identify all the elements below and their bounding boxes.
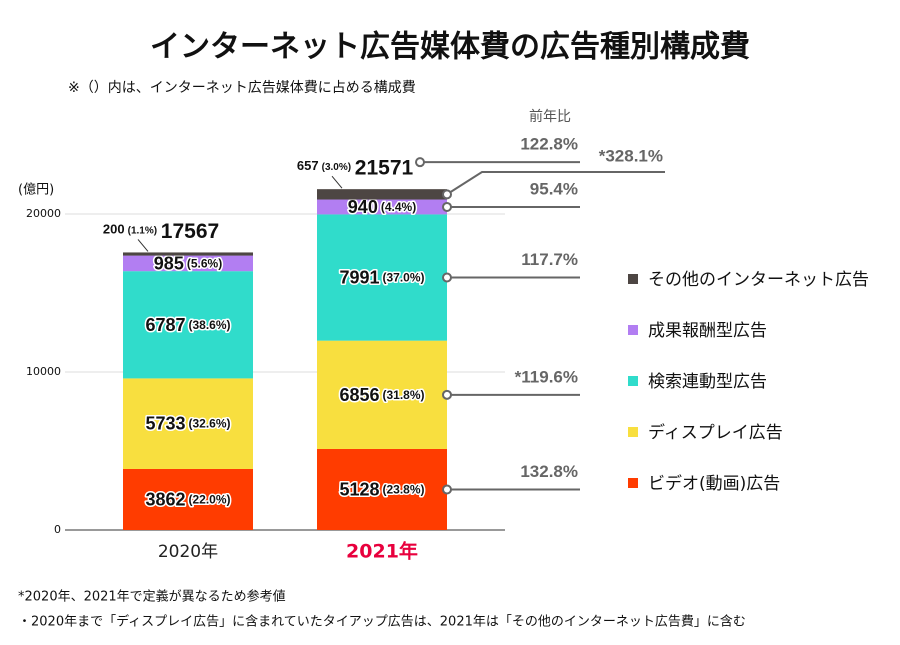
yoy-label: *119.6% bbox=[515, 367, 578, 386]
value-label: 3862 bbox=[145, 489, 185, 509]
share-label: (3.0%) bbox=[322, 162, 351, 173]
total-label: 17567 bbox=[161, 220, 219, 243]
value-label: 5733 bbox=[145, 413, 185, 433]
leader-line bbox=[137, 239, 149, 252]
bar-segment bbox=[123, 252, 253, 256]
callout-line bbox=[449, 171, 665, 194]
footnote: *2020年、2021年で定義が異なるため参考値 bbox=[18, 589, 286, 605]
legend-label: 成果報酬型広告 bbox=[648, 321, 767, 341]
yoy-title: 前年比 bbox=[529, 108, 571, 125]
data-label: 3862 (22.0%) bbox=[145, 489, 230, 509]
callout-dot bbox=[415, 157, 425, 168]
x-tick-label: 2020年 bbox=[158, 542, 218, 562]
share-label: (23.8%) bbox=[383, 483, 425, 497]
value-label: 6787 bbox=[145, 315, 185, 335]
chart-title: インターネット広告媒体費の広告種別構成費 bbox=[150, 30, 750, 65]
bar-segment bbox=[123, 255, 253, 272]
value-label: 7991 bbox=[339, 267, 379, 287]
yoy-label: *328.1% bbox=[599, 146, 663, 165]
legend-swatch bbox=[628, 274, 638, 284]
share-label: (4.4%) bbox=[381, 200, 416, 214]
value-label: 657 bbox=[297, 159, 319, 174]
data-label: 5733 (32.6%) bbox=[145, 413, 230, 433]
x-tick-label: 2021年 bbox=[346, 540, 418, 563]
y-tick-label: 20000 bbox=[26, 207, 61, 220]
y-axis-label: (億円) bbox=[18, 182, 54, 198]
legend-swatch bbox=[628, 478, 638, 488]
yoy-label: 122.8% bbox=[520, 135, 578, 154]
bar-segment bbox=[123, 468, 253, 530]
legend-swatch bbox=[628, 427, 638, 437]
footnote: ・2020年まで「ディスプレイ広告」に含まれていたタイアップ広告は、2021年は… bbox=[18, 614, 746, 630]
share-label: (32.6%) bbox=[189, 417, 231, 431]
callout-dot bbox=[442, 484, 452, 495]
bar-segment bbox=[317, 448, 447, 530]
bar-segment bbox=[123, 271, 253, 379]
callout-dot bbox=[442, 272, 452, 283]
data-label: 6787 (38.6%) bbox=[145, 315, 230, 335]
share-label: (31.8%) bbox=[383, 388, 425, 402]
legend-swatch bbox=[628, 376, 638, 386]
yoy-label: 132.8% bbox=[520, 462, 578, 481]
yoy-label: 117.7% bbox=[521, 250, 578, 269]
y-tick-label: 0 bbox=[54, 523, 61, 536]
legend-label: ビデオ(動画)広告 bbox=[648, 473, 780, 494]
data-label: 5128 (23.8%) bbox=[339, 479, 424, 499]
legend-label: その他のインターネット広告 bbox=[648, 270, 869, 290]
legend-swatch bbox=[628, 325, 638, 335]
bar-segment bbox=[317, 214, 447, 341]
bar-segment bbox=[317, 340, 447, 449]
value-label: 200 bbox=[103, 222, 125, 237]
total-label: 21571 bbox=[355, 157, 414, 180]
leader-line bbox=[331, 175, 343, 189]
share-label: (22.0%) bbox=[189, 493, 231, 507]
share-label: (1.1%) bbox=[128, 225, 157, 236]
yoy-label: 95.4% bbox=[530, 179, 578, 198]
bar-segment bbox=[317, 189, 447, 200]
subtitle: ※（）内は、インターネット広告媒体費に占める構成費 bbox=[68, 80, 416, 96]
data-label: 985 (5.6%) bbox=[154, 253, 222, 273]
callout-dot bbox=[442, 201, 452, 212]
value-label: 5128 bbox=[339, 479, 379, 499]
data-label: 6856 (31.8%) bbox=[339, 385, 424, 405]
legend-label: 検索連動型広告 bbox=[648, 372, 767, 392]
share-label: (38.6%) bbox=[189, 318, 231, 332]
value-label: 940 bbox=[348, 197, 378, 217]
data-label: 657 (3.0%) bbox=[297, 159, 351, 174]
value-label: 6856 bbox=[339, 385, 379, 405]
bar-segment bbox=[317, 199, 447, 215]
share-label: (37.0%) bbox=[383, 271, 425, 285]
data-label: 200 (1.1%) bbox=[103, 222, 157, 237]
bar-segment bbox=[123, 378, 253, 469]
share-label: (5.6%) bbox=[187, 257, 222, 271]
value-label: 985 bbox=[154, 253, 184, 273]
data-label: 940 (4.4%) bbox=[348, 197, 416, 217]
callout-dot bbox=[442, 389, 452, 400]
y-tick-label: 10000 bbox=[26, 365, 61, 378]
callout-dot bbox=[442, 189, 452, 200]
legend-label: ディスプレイ広告 bbox=[648, 422, 783, 443]
data-label: 7991 (37.0%) bbox=[339, 267, 424, 287]
